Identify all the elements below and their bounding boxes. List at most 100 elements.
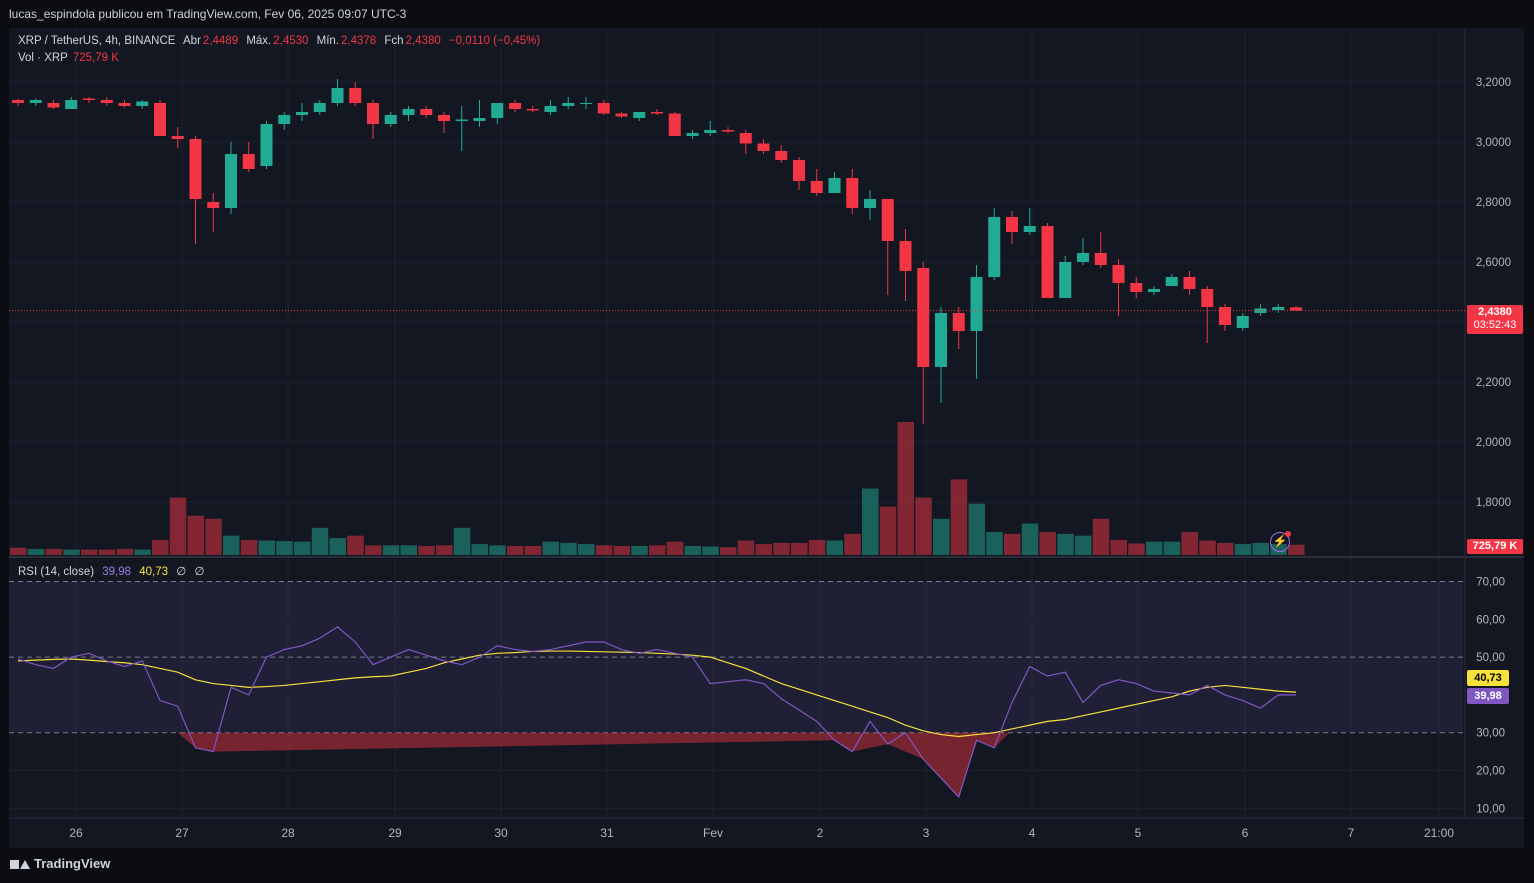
- candle-body: [1183, 277, 1196, 289]
- tradingview-logo-icon: [10, 858, 30, 870]
- volume-bar: [578, 544, 595, 555]
- high-label: Máx.: [246, 35, 272, 47]
- candle: [65, 97, 78, 109]
- candle-body: [136, 101, 149, 106]
- volume-value: 725,79 K: [72, 52, 119, 64]
- candle-body: [384, 115, 397, 124]
- rsi-tick-label: 10,00: [1476, 803, 1505, 815]
- candle-body: [278, 115, 291, 124]
- candle: [828, 172, 841, 193]
- candle: [83, 97, 95, 103]
- candle: [367, 100, 379, 139]
- volume-bar: [702, 546, 719, 555]
- rsi-label[interactable]: RSI (14, close): [18, 566, 95, 578]
- candle: [349, 82, 362, 106]
- candle-body: [438, 115, 450, 121]
- candlesticks: [12, 79, 1302, 424]
- candle: [668, 112, 681, 136]
- volume-bar: [560, 542, 577, 555]
- volume-bar: [116, 548, 133, 555]
- volume-bar: [1234, 544, 1252, 555]
- candle: [1219, 304, 1231, 331]
- volume-bar: [1128, 543, 1145, 555]
- candle: [917, 262, 930, 424]
- rsi-oversold-fill: [177, 732, 1010, 797]
- candle: [864, 190, 876, 220]
- candle-body: [47, 103, 60, 108]
- volume-label[interactable]: Vol · XRP: [18, 52, 68, 64]
- lightning-icon[interactable]: ⚡: [1270, 531, 1291, 552]
- candle: [739, 130, 752, 154]
- notification-dot: [1285, 531, 1291, 537]
- candle-body: [367, 103, 379, 124]
- candle: [473, 100, 486, 127]
- volume-bar: [418, 545, 435, 555]
- chart-canvas[interactable]: 3,20003,00002,80002,60002,40002,20002,00…: [9, 28, 1524, 848]
- candle-body: [935, 313, 947, 367]
- candle: [1059, 256, 1072, 298]
- volume-bar: [258, 540, 275, 555]
- candle: [881, 199, 894, 295]
- high-value: 2,4530: [273, 35, 309, 47]
- candle: [775, 145, 788, 163]
- candle-body: [988, 217, 1001, 277]
- candle: [207, 193, 220, 232]
- publisher-line: lucas_espindola publicou em TradingView.…: [9, 7, 407, 21]
- volume-bar: [755, 544, 772, 555]
- candle-body: [881, 199, 894, 241]
- volume-bar: [1021, 523, 1039, 555]
- candle: [384, 112, 397, 127]
- candle-body: [118, 103, 131, 106]
- volume-bar: [81, 549, 98, 555]
- rsi-ma-line: [17, 650, 1297, 738]
- volume-bars: [10, 422, 1305, 555]
- volume-bar: [134, 549, 151, 555]
- symbol-title[interactable]: XRP / TetherUS, 4h, BINANCE: [18, 35, 176, 47]
- open-value: 2,4489: [202, 35, 239, 47]
- candle: [1006, 211, 1018, 244]
- volume-bar: [1092, 518, 1110, 555]
- candle: [1201, 286, 1214, 343]
- candle: [455, 106, 468, 151]
- price-tick-label: 1,8000: [1476, 497, 1511, 509]
- change-value: −0,0110 (−0,45%): [448, 35, 541, 47]
- candle: [651, 109, 663, 115]
- candle-body: [846, 178, 859, 208]
- candle: [562, 97, 575, 109]
- volume-bar: [382, 545, 400, 555]
- candle-body: [544, 106, 557, 112]
- time-tick-label: 28: [281, 826, 295, 840]
- time-tick-label: 2: [817, 826, 824, 840]
- candle-body: [331, 88, 344, 103]
- candle: [722, 127, 734, 133]
- rsi-tick-label: 70,00: [1476, 577, 1505, 589]
- candle: [1236, 313, 1249, 331]
- volume-legend: Vol · XRP 725,79 K: [18, 52, 119, 64]
- rsi-band: [9, 581, 1463, 733]
- candle: [331, 79, 344, 106]
- volume-bar: [773, 542, 790, 555]
- candle: [846, 169, 859, 214]
- candle-body: [154, 103, 166, 136]
- price-scale: 3,20003,00002,80002,60002,40002,20002,00…: [1476, 77, 1511, 815]
- volume-bar: [631, 545, 648, 555]
- candle-body: [1023, 226, 1036, 232]
- volume-bar: [436, 545, 453, 555]
- rsi-placeholder-2: ∅: [194, 566, 205, 578]
- time-tick-label: 29: [388, 826, 402, 840]
- time-scale: 26 27 28 29 30 31 Fev 2 3 4 5 6 7 21:00: [69, 826, 1454, 840]
- volume-bar: [187, 515, 204, 555]
- candle: [509, 100, 521, 112]
- candle: [100, 97, 113, 106]
- candle-body: [580, 103, 592, 104]
- volume-bar: [897, 422, 914, 555]
- candle-body: [242, 154, 255, 169]
- volume-bar: [507, 545, 524, 555]
- candle-body: [757, 143, 770, 151]
- time-tick-label: 26: [69, 826, 83, 840]
- candle-body: [473, 118, 486, 121]
- volume-bar: [915, 497, 932, 555]
- rsi-line: [17, 626, 1297, 799]
- volume-bar: [879, 506, 897, 555]
- candle: [242, 142, 255, 172]
